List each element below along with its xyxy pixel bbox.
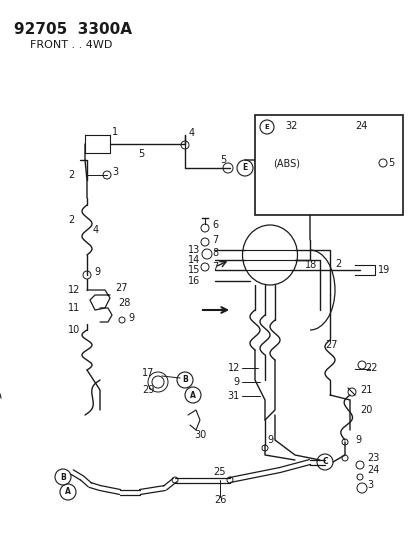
Text: 2: 2 [334, 259, 340, 269]
Text: 4: 4 [93, 225, 99, 235]
Text: 1: 1 [112, 127, 118, 137]
Text: 11: 11 [68, 303, 80, 313]
Text: 15: 15 [187, 265, 199, 275]
Text: FRONT . . 4WD: FRONT . . 4WD [30, 40, 112, 50]
Bar [254, 115, 402, 215]
Text: 3: 3 [366, 480, 372, 490]
Text: 12: 12 [68, 285, 80, 295]
Text: C: C [321, 457, 327, 466]
Text: 20: 20 [359, 405, 371, 415]
Text: 7: 7 [211, 262, 218, 272]
Text: 19: 19 [377, 265, 389, 275]
Text: A: A [190, 391, 195, 400]
Text: 25: 25 [213, 467, 225, 477]
Text: 3: 3 [112, 167, 118, 177]
Text: 2: 2 [68, 170, 74, 180]
Text: 24: 24 [354, 121, 366, 131]
Text: 27: 27 [115, 283, 127, 293]
Text: 21: 21 [359, 385, 371, 395]
Text: 17: 17 [142, 368, 154, 378]
Text: 5: 5 [138, 149, 144, 159]
Text: 31: 31 [227, 391, 240, 401]
Text: A: A [65, 488, 71, 497]
Text: 9: 9 [128, 313, 134, 323]
Text: 28: 28 [118, 298, 130, 308]
Text: 13: 13 [188, 245, 199, 255]
Text: 27: 27 [324, 340, 337, 350]
Text: 10: 10 [68, 325, 80, 335]
Text: 12: 12 [227, 363, 240, 373]
Text: 22: 22 [364, 363, 377, 373]
Text: E: E [264, 124, 269, 130]
Text: 9: 9 [266, 435, 273, 445]
Text: E: E [242, 164, 247, 173]
Text: 30: 30 [194, 430, 206, 440]
Text: 4: 4 [189, 128, 195, 138]
Text: B: B [182, 376, 188, 384]
Text: 32: 32 [284, 121, 297, 131]
Text: 9: 9 [233, 377, 240, 387]
Text: 92705  3300A: 92705 3300A [14, 22, 132, 37]
Text: 9: 9 [94, 267, 100, 277]
Text: 7: 7 [211, 235, 218, 245]
Text: 14: 14 [188, 255, 199, 265]
Text: 8: 8 [211, 248, 218, 258]
Text: 9: 9 [354, 435, 360, 445]
Text: 16: 16 [188, 276, 199, 286]
Text: 5: 5 [219, 155, 225, 165]
Text: 29: 29 [142, 385, 154, 395]
Text: 5: 5 [387, 158, 393, 168]
Text: 2: 2 [68, 215, 74, 225]
Text: 18: 18 [304, 260, 316, 270]
Text: 24: 24 [366, 465, 378, 475]
Text: 26: 26 [213, 495, 225, 505]
Text: B: B [60, 472, 66, 481]
Text: (ABS): (ABS) [272, 158, 299, 168]
Text: 23: 23 [366, 453, 378, 463]
Text: 6: 6 [211, 220, 218, 230]
